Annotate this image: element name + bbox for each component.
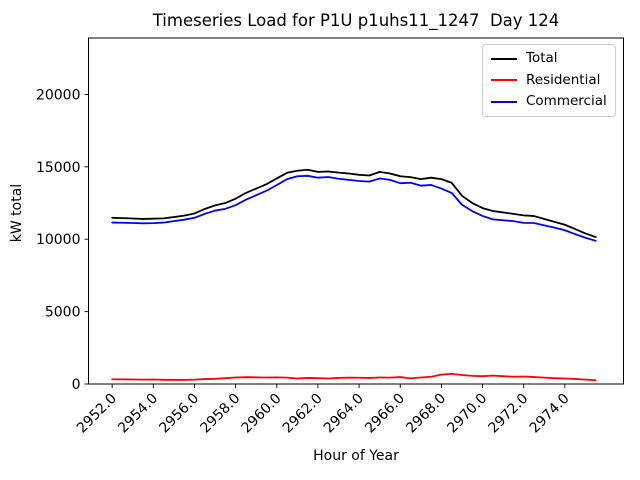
legend-line-sample xyxy=(491,57,517,60)
legend-label: Residential xyxy=(526,71,601,88)
legend-item-total: Total xyxy=(491,50,607,67)
y-axis-label: kW total xyxy=(9,183,25,243)
x-tick-label: 2972.0 xyxy=(486,391,532,437)
chart-title: Timeseries Load for P1U p1uhs11_1247 Day… xyxy=(152,11,560,30)
x-tick-label: 2962.0 xyxy=(280,391,326,437)
axes-frame xyxy=(88,37,624,385)
legend: Total Residential Commercial xyxy=(482,44,616,117)
x-tick-label: 2968.0 xyxy=(403,391,449,437)
legend-item-commercial: Commercial xyxy=(491,94,607,110)
legend-label: Total xyxy=(526,50,558,66)
y-tick-label: 20000 xyxy=(36,87,81,103)
legend-item-residential: Residential xyxy=(491,71,607,89)
x-tick-label: 2954.0 xyxy=(115,391,161,437)
x-tick-label: 2974.0 xyxy=(527,391,573,437)
x-tick-label: 2960.0 xyxy=(239,391,285,437)
legend-line-sample xyxy=(491,100,517,103)
x-tick-label: 2958.0 xyxy=(197,391,243,437)
legend-label: Commercial xyxy=(526,93,607,110)
series-line-total xyxy=(111,168,597,238)
y-tick-label: 10000 xyxy=(36,232,81,248)
y-tick-label: 5000 xyxy=(45,305,81,321)
series-line-commercial xyxy=(111,174,597,242)
x-tick-label: 2966.0 xyxy=(362,391,408,437)
legend-line-sample xyxy=(491,79,517,82)
y-tick-label: 0 xyxy=(72,377,81,393)
series-line-residential xyxy=(111,372,597,382)
x-tick-label: 2964.0 xyxy=(321,391,367,437)
y-tick-label: 15000 xyxy=(36,160,81,176)
x-tick-label: 2952.0 xyxy=(74,391,120,437)
x-tick-label: 2956.0 xyxy=(156,391,202,437)
x-axis-label: Hour of Year xyxy=(313,448,399,464)
x-tick-label: 2970.0 xyxy=(444,391,490,437)
